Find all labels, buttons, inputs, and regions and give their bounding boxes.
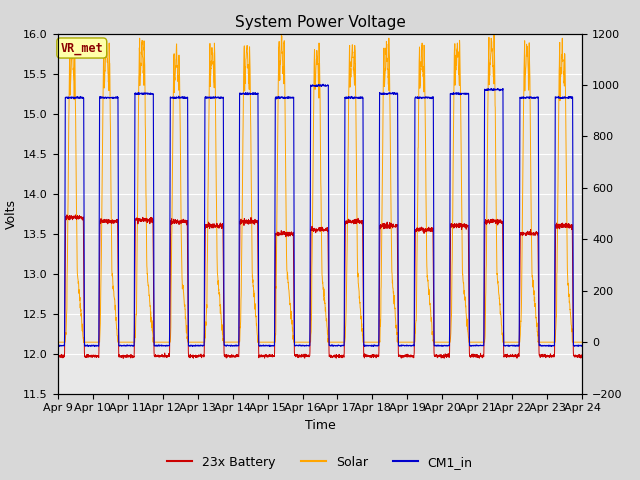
Title: System Power Voltage: System Power Voltage (235, 15, 405, 30)
X-axis label: Time: Time (305, 419, 335, 432)
Y-axis label: Volts: Volts (4, 199, 17, 228)
Legend: 23x Battery, Solar, CM1_in: 23x Battery, Solar, CM1_in (163, 451, 477, 474)
Text: VR_met: VR_met (60, 41, 103, 55)
